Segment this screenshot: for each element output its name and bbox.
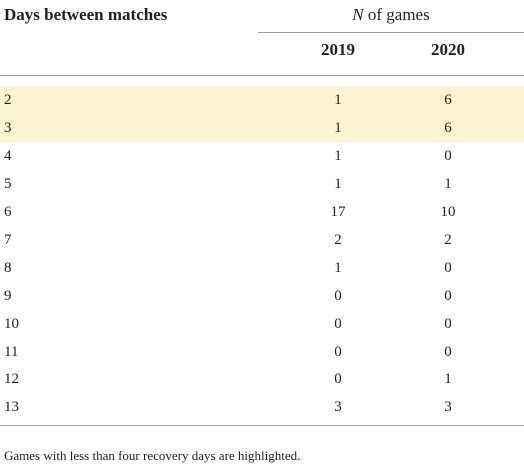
cell: 1 bbox=[334, 147, 342, 164]
header-group: N of games bbox=[258, 5, 524, 25]
cell: 0 bbox=[444, 287, 452, 304]
column-header: 2019 bbox=[321, 40, 355, 59]
row-label: 11 bbox=[4, 343, 19, 360]
footnote: Games with less than four recovery days … bbox=[4, 448, 301, 463]
cell: 0 bbox=[444, 147, 452, 164]
cell: 1 bbox=[444, 175, 452, 192]
cell: 10 bbox=[440, 203, 456, 220]
cell: 2 bbox=[444, 231, 452, 248]
cell: 17 bbox=[330, 203, 346, 220]
cell: 0 bbox=[334, 287, 342, 304]
header-group-italic: N bbox=[352, 5, 364, 24]
cell: 3 bbox=[444, 399, 452, 416]
row-label: 13 bbox=[4, 399, 19, 416]
cell: 1 bbox=[334, 119, 342, 136]
cell: 0 bbox=[444, 315, 452, 332]
cell: 0 bbox=[334, 371, 342, 388]
header-rule bbox=[0, 75, 524, 76]
row-label: 9 bbox=[4, 287, 12, 304]
group-rule bbox=[258, 32, 524, 33]
bottom-rule bbox=[0, 425, 524, 426]
column-header: 2020 bbox=[431, 40, 465, 59]
cell: 6 bbox=[444, 91, 452, 108]
cell: 1 bbox=[334, 91, 342, 108]
row-highlight bbox=[0, 113, 524, 143]
cell: 2 bbox=[334, 231, 342, 248]
row-label: 5 bbox=[4, 175, 12, 192]
cell: 0 bbox=[444, 343, 452, 360]
row-label: 2 bbox=[4, 91, 12, 108]
cell: 1 bbox=[334, 259, 342, 276]
header-group-rest: of games bbox=[367, 5, 430, 24]
cell: 1 bbox=[444, 371, 452, 388]
row-highlight bbox=[0, 86, 524, 115]
row-label: 8 bbox=[4, 259, 12, 276]
row-label: 3 bbox=[4, 119, 12, 136]
cell: 3 bbox=[334, 399, 342, 416]
cell: 0 bbox=[444, 259, 452, 276]
header-first: Days between matches bbox=[4, 5, 168, 24]
cell: 6 bbox=[444, 119, 452, 136]
cell: 0 bbox=[334, 343, 342, 360]
row-label: 12 bbox=[4, 371, 19, 388]
row-label: 7 bbox=[4, 231, 12, 248]
row-label: 10 bbox=[4, 315, 19, 332]
cell: 0 bbox=[334, 315, 342, 332]
row-label: 6 bbox=[4, 203, 12, 220]
cell: 1 bbox=[334, 175, 342, 192]
row-label: 4 bbox=[4, 147, 12, 164]
